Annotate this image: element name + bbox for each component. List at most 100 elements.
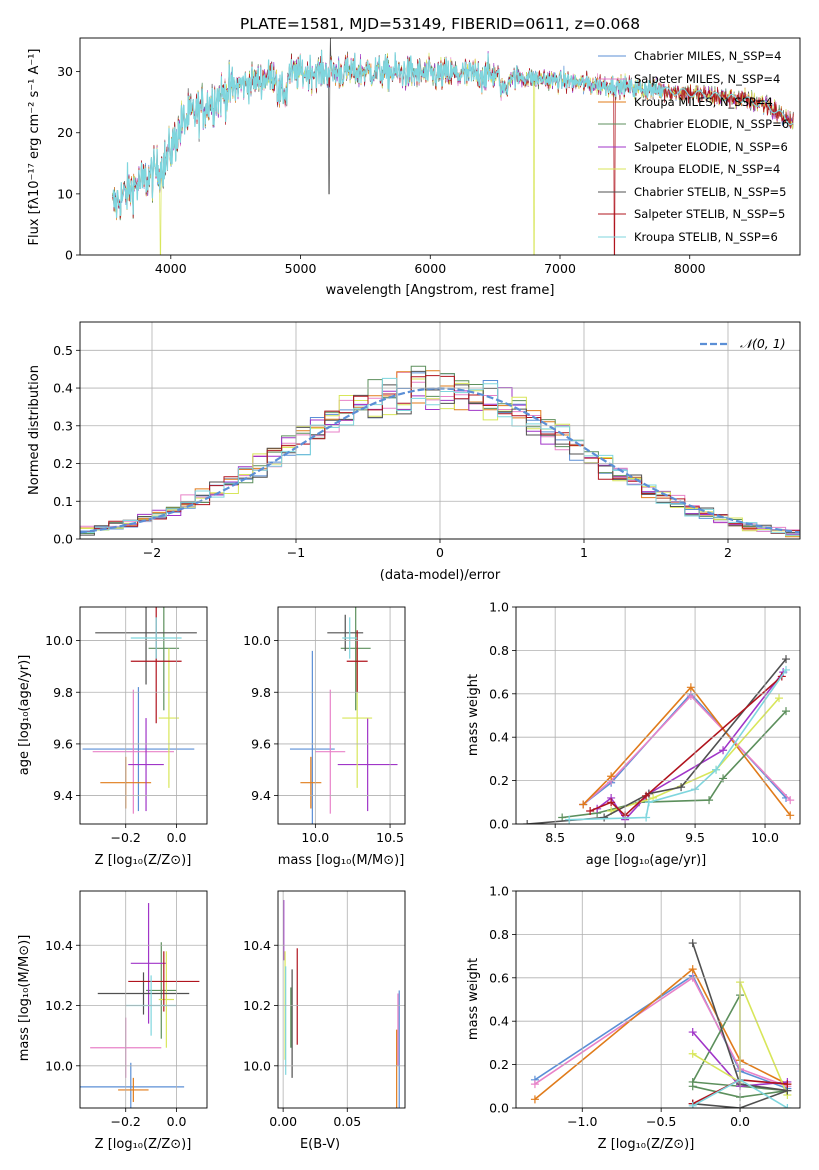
axes-frame [79, 606, 208, 825]
data-point-marker [688, 1028, 697, 1037]
data-point-marker [530, 1080, 539, 1089]
y-tick-label: 10 [57, 186, 73, 201]
y-tick-label: 10.4 [243, 938, 271, 953]
plot-area [111, 38, 794, 255]
x-tick-label: 9.5 [685, 830, 705, 845]
agez-xlabel: Z [log₁₀(Z/Z⊙)] [95, 853, 192, 868]
data-point-marker [565, 815, 574, 824]
spectrum-ylabel: Flux [fλ10⁻¹⁷ erg cm⁻² s⁻¹ A⁻¹] [27, 49, 42, 246]
y-tick-label: 10.4 [45, 938, 73, 953]
mass-weight-series-line [562, 710, 787, 819]
axes-frame [515, 606, 801, 825]
y-tick-label: 0.8 [489, 927, 509, 942]
data-point-marker [688, 939, 697, 948]
x-tick-label: 10.5 [376, 830, 404, 845]
mass-vs-z-panel: −0.2 0.0 10.0 10.2 10.4 [45, 890, 208, 1129]
x-tick-label: −0.2 [111, 830, 141, 845]
x-tick-label: 10.0 [751, 830, 779, 845]
mass-weight-series-line [582, 694, 791, 806]
plot-area [82, 607, 197, 814]
legend-entry: Kroupa MILES, N_SSP=4 [598, 95, 773, 109]
x-tick-label: 0.05 [333, 1114, 361, 1129]
agez-ylabel: age [log₁₀(age/yr)] [17, 655, 32, 776]
x-tick-label: 1 [580, 545, 588, 560]
x-tick-label: −1 [287, 545, 305, 560]
x-tick-label: 8000 [674, 261, 706, 276]
y-tick-label: 10.2 [45, 998, 73, 1013]
y-tick-label: 10.2 [243, 998, 271, 1013]
mwz-xlabel: Z [log₁₀(Z/Z⊙)] [598, 1137, 695, 1152]
y-tick-label: 0.1 [53, 494, 73, 509]
plot-area [283, 900, 400, 1108]
y-tick-label: 0.8 [489, 643, 509, 658]
mass-weight-series-line [582, 686, 791, 816]
spectrum-xlabel: wavelength [Angstrom, rest frame] [326, 283, 555, 298]
data-point-marker [782, 707, 791, 716]
mz-ylabel: mass [log₁₀(M/M⊙)] [17, 935, 32, 1062]
data-point-marker [786, 796, 795, 805]
legend-entry: Kroupa ELODIE, N_SSP=4 [598, 162, 780, 176]
data-point-marker [688, 1077, 697, 1086]
y-tick-label: 10.0 [45, 1058, 73, 1073]
data-point-marker [642, 813, 651, 822]
data-point-marker [558, 813, 567, 822]
y-tick-label: 10.0 [243, 633, 271, 648]
axes-frame [79, 37, 801, 256]
legend-entry: Chabrier MILES, N_SSP=4 [598, 49, 781, 63]
residual-legend: 𝒩(0, 1) [700, 336, 786, 351]
mwz-ylabel: mass weight [466, 958, 481, 1040]
y-tick-label: 0 [65, 248, 73, 263]
x-tick-label: −0.2 [111, 1114, 141, 1129]
data-point-marker [775, 694, 784, 703]
residual-panel: −2 −1 0 1 2 0.0 0.1 0.2 0.3 0.4 0.5 [53, 321, 801, 560]
x-tick-label: 0.0 [167, 1114, 187, 1129]
y-tick-label: 0.0 [53, 532, 73, 547]
legend-label: Kroupa ELODIE, N_SSP=4 [634, 162, 780, 176]
legend-entry: Salpeter STELIB, N_SSP=5 [598, 207, 785, 221]
data-point-marker [688, 1049, 697, 1058]
plot-area [80, 903, 200, 1108]
x-tick-label: 0.0 [730, 1114, 750, 1129]
data-point-marker [719, 746, 728, 755]
y-tick-label: 0.4 [53, 381, 73, 396]
y-tick-label: 0.0 [489, 817, 509, 832]
legend-label: Chabrier ELODIE, N_SSP=6 [634, 117, 789, 131]
agem-xlabel: mass [log₁₀(M/M⊙)] [278, 853, 405, 868]
y-tick-label: 0.3 [53, 418, 73, 433]
legend-label: Salpeter MILES, N_SSP=4 [634, 72, 780, 86]
data-point-marker [712, 765, 721, 774]
mass-vs-ebv-panel: 0.00 0.05 10.0 10.2 10.4 [243, 890, 406, 1129]
axes-frame [79, 890, 208, 1109]
data-point-marker [719, 774, 728, 783]
y-tick-label: 0.6 [489, 686, 509, 701]
y-tick-label: 10.0 [243, 1058, 271, 1073]
y-tick-label: 10.0 [45, 633, 73, 648]
data-point-marker [530, 1095, 539, 1104]
plot-area [289, 607, 398, 824]
mwage-xlabel: age [log₁₀(age/yr)] [586, 853, 707, 868]
x-tick-label: 10.0 [301, 830, 329, 845]
mass-weight-vs-age-panel: 8.5 9.0 9.5 10.0 0.0 0.2 0.4 0.6 0.8 1.0 [489, 600, 801, 845]
legend-label: Kroupa MILES, N_SSP=4 [634, 95, 773, 109]
legend-label: Salpeter STELIB, N_SSP=5 [634, 207, 785, 221]
data-point-marker [607, 772, 616, 781]
y-tick-label: 20 [57, 125, 73, 140]
y-tick-label: 9.8 [53, 685, 73, 700]
mwage-ylabel: mass weight [466, 674, 481, 756]
data-point-marker [586, 806, 595, 815]
data-point-marker [783, 1104, 792, 1108]
data-point-marker [705, 796, 714, 805]
residual-xlabel: (data-model)/error [380, 568, 501, 583]
data-point-marker [688, 1101, 697, 1108]
x-tick-label: 4000 [155, 261, 187, 276]
x-tick-label: 9.0 [615, 830, 635, 845]
data-point-marker [782, 655, 791, 664]
y-tick-label: 9.4 [53, 788, 73, 803]
data-point-marker [782, 665, 791, 674]
data-point-marker [783, 1080, 792, 1089]
spectrum-panel: 4000 5000 6000 7000 8000 0 10 20 30 [57, 37, 801, 276]
data-point-marker [786, 811, 795, 820]
y-tick-label: 0.5 [53, 343, 73, 358]
residual-ylabel: Normed distribution [27, 365, 42, 495]
y-tick-label: 1.0 [489, 884, 509, 899]
